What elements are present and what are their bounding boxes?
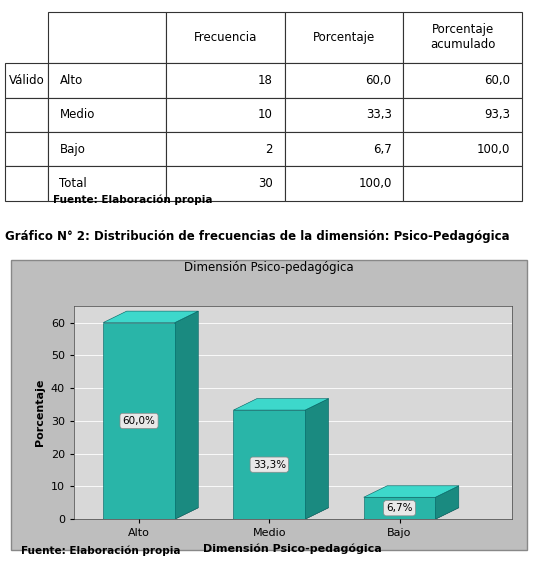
- Polygon shape: [305, 399, 329, 519]
- Bar: [103, 323, 175, 519]
- Polygon shape: [364, 486, 459, 497]
- Y-axis label: Porcentaje: Porcentaje: [35, 379, 45, 446]
- Text: Fuente: Elaboración propia: Fuente: Elaboración propia: [21, 546, 181, 557]
- Polygon shape: [233, 399, 329, 410]
- Polygon shape: [364, 508, 459, 519]
- Text: Gráfico N° 2: Distribución de frecuencias de la dimensión: Psico-Pedagógica: Gráfico N° 2: Distribución de frecuencia…: [5, 230, 510, 243]
- Polygon shape: [233, 508, 329, 519]
- Polygon shape: [175, 311, 199, 519]
- Polygon shape: [103, 508, 199, 519]
- Bar: [364, 497, 435, 519]
- Text: Fuente: Elaboración propia: Fuente: Elaboración propia: [53, 194, 213, 205]
- Polygon shape: [103, 311, 199, 323]
- Bar: [233, 410, 305, 519]
- Text: 33,3%: 33,3%: [253, 460, 286, 470]
- Text: 60,0%: 60,0%: [123, 416, 155, 426]
- Text: Dimensión Psico-pedagógica: Dimensión Psico-pedagógica: [184, 262, 354, 275]
- Text: 6,7%: 6,7%: [386, 503, 413, 513]
- X-axis label: Dimensión Psico-pedagógica: Dimensión Psico-pedagógica: [203, 544, 382, 554]
- Polygon shape: [435, 486, 459, 519]
